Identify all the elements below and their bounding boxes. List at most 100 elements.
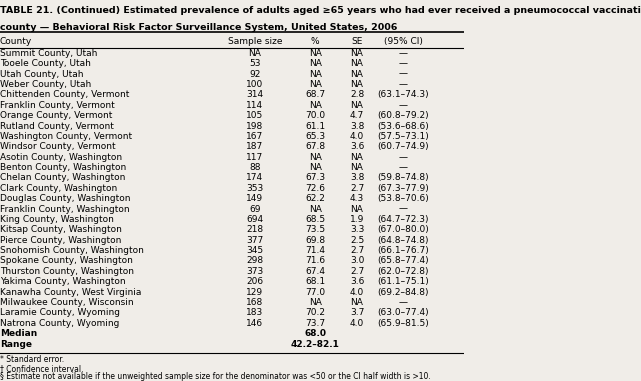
Text: Natrona County, Wyoming: Natrona County, Wyoming	[0, 319, 119, 328]
Text: county — Behavioral Risk Factor Surveillance System, United States, 2006: county — Behavioral Risk Factor Surveill…	[0, 22, 397, 32]
Text: Benton County, Washington: Benton County, Washington	[0, 163, 126, 172]
Text: Rutland County, Vermont: Rutland County, Vermont	[0, 122, 114, 131]
Text: 67.8: 67.8	[305, 142, 326, 151]
Text: NA: NA	[309, 163, 322, 172]
Text: (60.7–74.9): (60.7–74.9)	[378, 142, 429, 151]
Text: Median: Median	[0, 329, 37, 338]
Text: NA: NA	[351, 298, 363, 307]
Text: 62.2: 62.2	[305, 194, 325, 203]
Text: 2.7: 2.7	[350, 267, 364, 276]
Text: 88: 88	[249, 163, 261, 172]
Text: Summit County, Utah: Summit County, Utah	[0, 49, 97, 58]
Text: 694: 694	[246, 215, 263, 224]
Text: 198: 198	[246, 122, 263, 131]
Text: 3.0: 3.0	[350, 256, 364, 266]
Text: NA: NA	[309, 59, 322, 68]
Text: * Standard error.: * Standard error.	[0, 355, 64, 364]
Text: Chelan County, Washington: Chelan County, Washington	[0, 173, 126, 182]
Text: Kitsap County, Washington: Kitsap County, Washington	[0, 225, 122, 234]
Text: 3.6: 3.6	[350, 142, 364, 151]
Text: (64.7–72.3): (64.7–72.3)	[378, 215, 429, 224]
Text: 100: 100	[246, 80, 263, 89]
Text: Snohomish County, Washington: Snohomish County, Washington	[0, 246, 144, 255]
Text: 4.0: 4.0	[350, 288, 364, 297]
Text: —: —	[399, 49, 408, 58]
Text: (69.2–84.8): (69.2–84.8)	[378, 288, 429, 297]
Text: Yakima County, Washington: Yakima County, Washington	[0, 277, 126, 286]
Text: Sample size: Sample size	[228, 37, 282, 46]
Text: 70.0: 70.0	[305, 111, 326, 120]
Text: † Confidence interval.: † Confidence interval.	[0, 364, 83, 373]
Text: 65.3: 65.3	[305, 132, 326, 141]
Text: 168: 168	[246, 298, 263, 307]
Text: Thurston County, Washington: Thurston County, Washington	[0, 267, 134, 276]
Text: Franklin County, Vermont: Franklin County, Vermont	[0, 101, 115, 110]
Text: 114: 114	[246, 101, 263, 110]
Text: 68.5: 68.5	[305, 215, 326, 224]
Text: 3.8: 3.8	[350, 122, 364, 131]
Text: —: —	[399, 80, 408, 89]
Text: Chittenden County, Vermont: Chittenden County, Vermont	[0, 90, 129, 99]
Text: NA: NA	[309, 153, 322, 162]
Text: NA: NA	[249, 49, 262, 58]
Text: 67.4: 67.4	[305, 267, 325, 276]
Text: 2.8: 2.8	[350, 90, 364, 99]
Text: Laramie County, Wyoming: Laramie County, Wyoming	[0, 308, 120, 317]
Text: 68.0: 68.0	[304, 329, 326, 338]
Text: Tooele County, Utah: Tooele County, Utah	[0, 59, 91, 68]
Text: %: %	[311, 37, 320, 46]
Text: 92: 92	[249, 70, 261, 78]
Text: 149: 149	[246, 194, 263, 203]
Text: —: —	[399, 163, 408, 172]
Text: 146: 146	[246, 319, 263, 328]
Text: 167: 167	[246, 132, 263, 141]
Text: 105: 105	[246, 111, 263, 120]
Text: Weber County, Utah: Weber County, Utah	[0, 80, 91, 89]
Text: 67.3: 67.3	[305, 173, 326, 182]
Text: NA: NA	[351, 205, 363, 214]
Text: NA: NA	[309, 298, 322, 307]
Text: (61.1–75.1): (61.1–75.1)	[378, 277, 429, 286]
Text: Clark County, Washington: Clark County, Washington	[0, 184, 117, 193]
Text: NA: NA	[351, 70, 363, 78]
Text: 4.0: 4.0	[350, 319, 364, 328]
Text: 68.7: 68.7	[305, 90, 326, 99]
Text: 77.0: 77.0	[305, 288, 326, 297]
Text: (67.3–77.9): (67.3–77.9)	[378, 184, 429, 193]
Text: 345: 345	[246, 246, 263, 255]
Text: 4.7: 4.7	[350, 111, 364, 120]
Text: 2.7: 2.7	[350, 246, 364, 255]
Text: 218: 218	[246, 225, 263, 234]
Text: NA: NA	[309, 70, 322, 78]
Text: 73.7: 73.7	[305, 319, 326, 328]
Text: (53.6–68.6): (53.6–68.6)	[378, 122, 429, 131]
Text: 4.3: 4.3	[350, 194, 364, 203]
Text: NA: NA	[351, 163, 363, 172]
Text: (63.0–77.4): (63.0–77.4)	[378, 308, 429, 317]
Text: 53: 53	[249, 59, 261, 68]
Text: 71.4: 71.4	[305, 246, 325, 255]
Text: —: —	[399, 101, 408, 110]
Text: 70.2: 70.2	[305, 308, 325, 317]
Text: Spokane County, Washington: Spokane County, Washington	[0, 256, 133, 266]
Text: 298: 298	[246, 256, 263, 266]
Text: 373: 373	[246, 267, 263, 276]
Text: 3.7: 3.7	[350, 308, 364, 317]
Text: (59.8–74.8): (59.8–74.8)	[378, 173, 429, 182]
Text: NA: NA	[351, 49, 363, 58]
Text: Douglas County, Washington: Douglas County, Washington	[0, 194, 131, 203]
Text: NA: NA	[309, 80, 322, 89]
Text: (53.8–70.6): (53.8–70.6)	[378, 194, 429, 203]
Text: NA: NA	[309, 205, 322, 214]
Text: (95% CI): (95% CI)	[384, 37, 423, 46]
Text: 377: 377	[246, 236, 263, 245]
Text: 1.9: 1.9	[350, 215, 364, 224]
Text: TABLE 21. (Continued) Estimated prevalence of adults aged ≥65 years who had ever: TABLE 21. (Continued) Estimated prevalen…	[0, 6, 641, 14]
Text: 69.8: 69.8	[305, 236, 326, 245]
Text: NA: NA	[309, 101, 322, 110]
Text: 69: 69	[249, 205, 261, 214]
Text: (64.8–74.8): (64.8–74.8)	[378, 236, 429, 245]
Text: NA: NA	[351, 59, 363, 68]
Text: Washington County, Vermont: Washington County, Vermont	[0, 132, 132, 141]
Text: 117: 117	[246, 153, 263, 162]
